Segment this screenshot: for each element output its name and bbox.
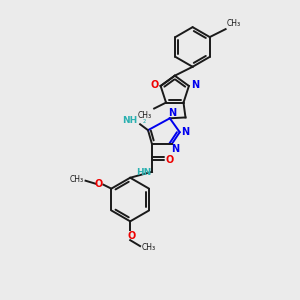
Text: CH₃: CH₃ [69, 175, 84, 184]
Text: N: N [171, 144, 179, 154]
Text: O: O [94, 179, 103, 189]
Text: CH₃: CH₃ [138, 112, 152, 121]
Text: N: N [168, 108, 176, 118]
Text: ₂: ₂ [143, 116, 146, 125]
Text: CH₃: CH₃ [226, 19, 241, 28]
Text: NH: NH [122, 116, 137, 125]
Text: O: O [151, 80, 159, 90]
Text: HN: HN [136, 168, 152, 177]
Text: O: O [127, 231, 135, 241]
Text: CH₃: CH₃ [142, 243, 156, 252]
Text: N: N [191, 80, 199, 90]
Text: N: N [182, 127, 190, 137]
Text: O: O [166, 155, 174, 165]
